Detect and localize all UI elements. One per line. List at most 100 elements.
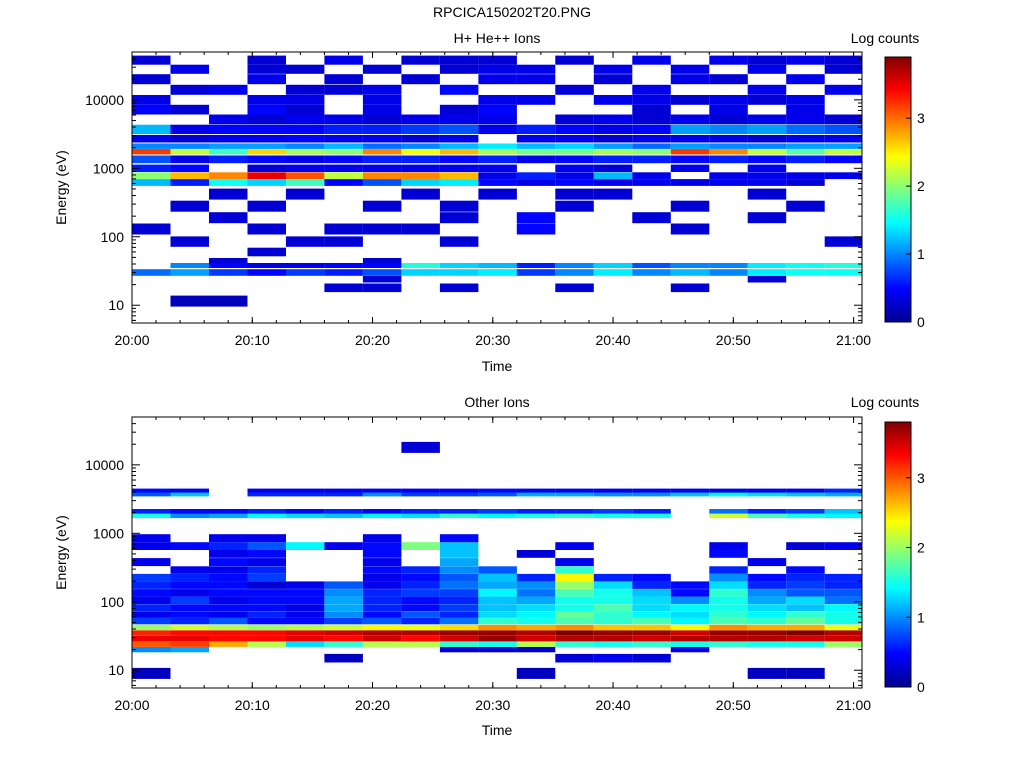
heatmap-cell [324, 124, 363, 135]
heatmap-cell [401, 566, 440, 574]
heatmap-cell [439, 646, 479, 653]
heatmap-cell [170, 589, 209, 597]
heatmap-cell [516, 155, 556, 164]
x-tick-label: 20:00 [114, 697, 149, 713]
heatmap-cell [555, 114, 594, 125]
heatmap-cell [247, 143, 286, 149]
heatmap-cell [285, 149, 325, 155]
heatmap-cell [632, 84, 671, 95]
heatmap-cell [747, 188, 787, 200]
heatmap-cell [285, 488, 325, 493]
heatmap-cell [401, 155, 440, 164]
heatmap-cell [439, 135, 479, 143]
heatmap-cell [516, 64, 556, 74]
heatmap-cell [247, 566, 286, 574]
heatmap-cell [709, 550, 748, 558]
heatmap-cell [285, 64, 325, 74]
heatmap-cell [593, 74, 633, 85]
heatmap-cell [747, 513, 787, 519]
heatmap-cell [670, 155, 710, 164]
heatmap-cell [362, 509, 402, 514]
heatmap-cell [555, 172, 594, 180]
heatmap-cell [401, 114, 440, 125]
heatmap-cell [247, 492, 286, 497]
heatmap-cell [478, 573, 517, 582]
heatmap-cell [747, 630, 787, 636]
heatmap-cell [324, 581, 363, 589]
heatmap-cell [170, 566, 209, 574]
heatmap-cell [747, 488, 787, 493]
heatmap-cell [516, 143, 556, 149]
heatmap-cell [593, 188, 633, 200]
heatmap-cell [555, 164, 594, 172]
heatmap-cell [824, 55, 862, 65]
heatmap-cell [670, 135, 710, 143]
heatmap-cell [285, 596, 325, 604]
heatmap-cell [593, 172, 633, 180]
heatmap-cell [324, 74, 363, 85]
heatmap-cell [285, 155, 325, 164]
heatmap-cell [401, 492, 440, 497]
heatmap-cell [555, 263, 594, 268]
heatmap-cell [132, 155, 171, 164]
heatmap-cell [632, 624, 671, 631]
heatmap-cell [247, 589, 286, 597]
heatmap-cell [516, 618, 556, 625]
heatmap-cell [478, 143, 517, 149]
heatmap-cell [324, 624, 363, 631]
heatmap-cell [324, 618, 363, 625]
heatmap-cell [209, 513, 248, 519]
heatmap-cell [786, 566, 825, 574]
heatmap-cell [209, 179, 248, 186]
heatmap-cell [362, 488, 402, 493]
heatmap-cell [478, 513, 517, 519]
heatmap-cell [709, 124, 748, 135]
heatmap-cell [593, 573, 633, 582]
heatmap-cell [324, 641, 363, 647]
heatmap-cell [362, 155, 402, 164]
heatmap-cell [593, 624, 633, 631]
heatmap-cell [709, 542, 748, 550]
heatmap-cell [324, 635, 363, 642]
heatmap-cell [709, 573, 748, 582]
heatmap-cell [170, 179, 209, 186]
heatmap-cell [478, 55, 517, 65]
heatmap-cell [170, 492, 209, 497]
heatmap-cell [247, 200, 286, 212]
heatmap-cell [709, 611, 748, 618]
heatmap-cell [786, 95, 825, 105]
heatmap-cell [670, 164, 710, 172]
heatmap-cell [324, 283, 363, 293]
heatmap-cell [170, 236, 209, 247]
heatmap-cell [478, 589, 517, 597]
heatmap-cell [362, 630, 402, 636]
heatmap-cell [516, 573, 556, 582]
heatmap-cell [401, 611, 440, 618]
heatmap-cell [247, 581, 286, 589]
colorbar [884, 56, 912, 323]
heatmap-cell [670, 604, 710, 612]
heatmap-cell [786, 172, 825, 180]
heatmap-cell [209, 630, 248, 636]
y-tick-label: 1000 [93, 160, 124, 176]
heatmap-cell [516, 509, 556, 514]
heatmap-cell [401, 635, 440, 642]
heatmap-cell [824, 269, 862, 276]
heatmap-cell [132, 589, 171, 597]
heatmap-cell [401, 263, 440, 268]
heatmap-cell [632, 635, 671, 642]
heatmap-cell [170, 104, 209, 115]
heatmap-cell [786, 589, 825, 597]
heatmap-cell [824, 172, 862, 180]
heatmap-cell [670, 630, 710, 636]
heatmap-cell [824, 236, 862, 247]
heatmap-cell [170, 624, 209, 631]
heatmap-cell [285, 135, 325, 143]
heatmap-cell [747, 95, 787, 105]
heatmap-cell [786, 143, 825, 149]
heatmap-cell [555, 624, 594, 631]
heatmap-cell [439, 635, 479, 642]
heatmap-cell [209, 550, 248, 558]
heatmap-cell [285, 630, 325, 636]
heatmap-cell [786, 581, 825, 589]
